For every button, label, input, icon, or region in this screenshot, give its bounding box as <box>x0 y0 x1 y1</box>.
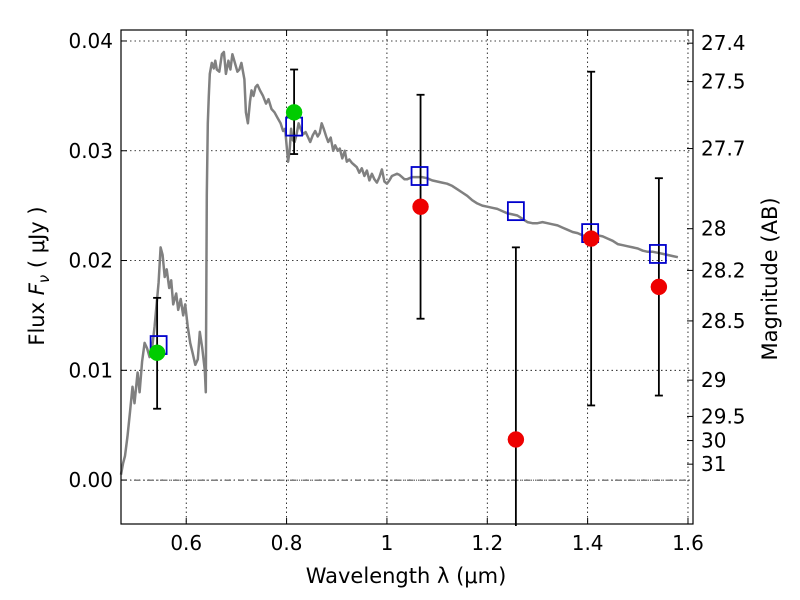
y-tick-label: 0.02 <box>68 249 113 273</box>
magnitude-tick-label: 27.5 <box>701 70 746 94</box>
x-tick-label: 1 <box>381 531 394 555</box>
observed-flux-point <box>285 104 303 121</box>
magnitude-tick-label: 28 <box>701 217 726 241</box>
y-axis-ticks: 0.00 0.01 0.02 0.03 0.04 <box>68 29 127 492</box>
magnitude-tick-label: 27.4 <box>701 31 746 55</box>
x-axis-label: Wavelength λ (μm) <box>306 564 507 588</box>
model-band-flux-square <box>648 244 667 264</box>
y-axis-label-units: ( μJy ) <box>25 206 49 274</box>
model-band-flux-square <box>410 166 429 186</box>
observed-photometry-markers <box>148 104 668 448</box>
magnitude-axis-label: Magnitude (AB) <box>758 197 782 360</box>
x-tick-label: 0.6 <box>170 531 202 555</box>
x-tick-label: 1.2 <box>471 531 503 555</box>
magnitude-tick-label: 28.2 <box>701 258 746 282</box>
y-axis-label-prefix: Flux <box>25 295 49 345</box>
observed-flux-point <box>507 431 525 448</box>
y-tick-label: 0.03 <box>68 139 113 163</box>
y-axis-label-variable: F <box>25 282 49 295</box>
magnitude-tick-label: 29 <box>701 368 726 392</box>
x-tick-label: 1.4 <box>572 531 604 555</box>
model-sed-line <box>119 50 679 475</box>
model-band-flux-square <box>506 201 525 222</box>
observed-flux-point <box>650 278 668 296</box>
x-tick-label: 0.8 <box>271 531 303 555</box>
magnitude-tick-label: 31 <box>701 452 726 476</box>
y-tick-label: 0.01 <box>68 358 113 382</box>
x-axis-ticks: 0.6 0.8 1 1.2 1.4 1.6 <box>170 30 704 555</box>
observed-flux-point <box>412 198 429 215</box>
y-tick-label: 0.04 <box>68 29 113 53</box>
magnitude-tick-label: 30 <box>701 429 726 453</box>
x-tick-label: 1.6 <box>672 531 704 555</box>
magnitude-tick-label: 28.5 <box>701 309 746 333</box>
magnitude-tick-label: 27.7 <box>701 137 746 161</box>
y-axis-label: Flux Fν ( μJy ) <box>25 206 53 345</box>
magnitude-tick-label: 29.5 <box>701 404 746 428</box>
y-tick-label: 0.00 <box>68 468 113 492</box>
model-photometry-markers <box>149 116 667 355</box>
observed-flux-point <box>582 230 600 247</box>
error-bars <box>153 68 663 526</box>
observed-flux-point <box>148 344 166 361</box>
y-axis-label-subscript: ν <box>35 275 53 283</box>
plot-frame <box>120 29 694 525</box>
